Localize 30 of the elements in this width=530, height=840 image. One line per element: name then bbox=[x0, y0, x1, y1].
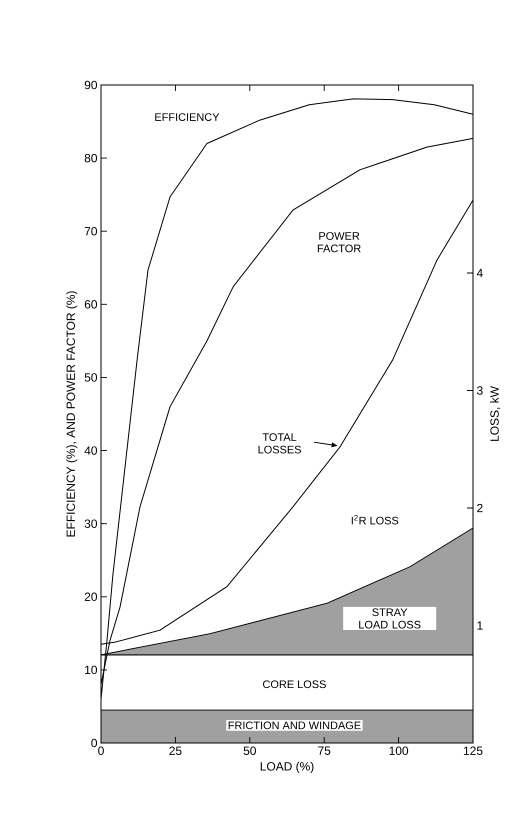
text: POWER FACTOR bbox=[318, 232, 361, 252]
x-tick-label: 100 bbox=[390, 746, 408, 755]
series-label: CORE LOSS bbox=[263, 680, 326, 688]
y-tick-label: 60 bbox=[84, 300, 98, 309]
x-tick-label: 50 bbox=[244, 746, 256, 755]
y-tick-label: 0 bbox=[91, 738, 98, 748]
y2-tick-label: 4 bbox=[476, 268, 483, 278]
y2-axis-title: LOSS, kW bbox=[490, 386, 500, 441]
series-label: EFFICIENCY bbox=[155, 113, 220, 121]
y-tick-label: 50 bbox=[84, 373, 98, 382]
y2-tick-label: 3 bbox=[476, 386, 483, 395]
annotation: I$^{2}$R LOSS bbox=[352, 515, 398, 524]
x-tick-label: 75 bbox=[318, 746, 330, 755]
y-tick-label: 30 bbox=[84, 519, 98, 528]
x-tick-label: 25 bbox=[169, 746, 182, 755]
y-tick-label: 10 bbox=[85, 666, 98, 674]
y2-tick-label: 1 bbox=[477, 621, 483, 630]
series-label: STRAY LOAD LOSS bbox=[359, 608, 421, 629]
y-tick-label: 40 bbox=[84, 446, 98, 455]
y-tick-label: 80 bbox=[84, 154, 98, 162]
y-tick-label: 90 bbox=[84, 80, 98, 90]
y2-tick-label: 2 bbox=[477, 504, 483, 512]
y-tick-label: 20 bbox=[84, 592, 98, 601]
y-tick-label: 70 bbox=[84, 226, 98, 236]
x-tick-label: 125 bbox=[464, 746, 482, 755]
x-tick-label: 0 bbox=[98, 746, 104, 755]
series-label: FRICTION AND WINDAGE bbox=[228, 722, 361, 730]
legend-label: TOTAL LOSSES bbox=[258, 433, 301, 454]
x-axis-title: LOAD (%) bbox=[260, 762, 314, 773]
y-axis-title: EFFICIENCY (%), AND POWER FACTOR (%) bbox=[66, 291, 78, 536]
